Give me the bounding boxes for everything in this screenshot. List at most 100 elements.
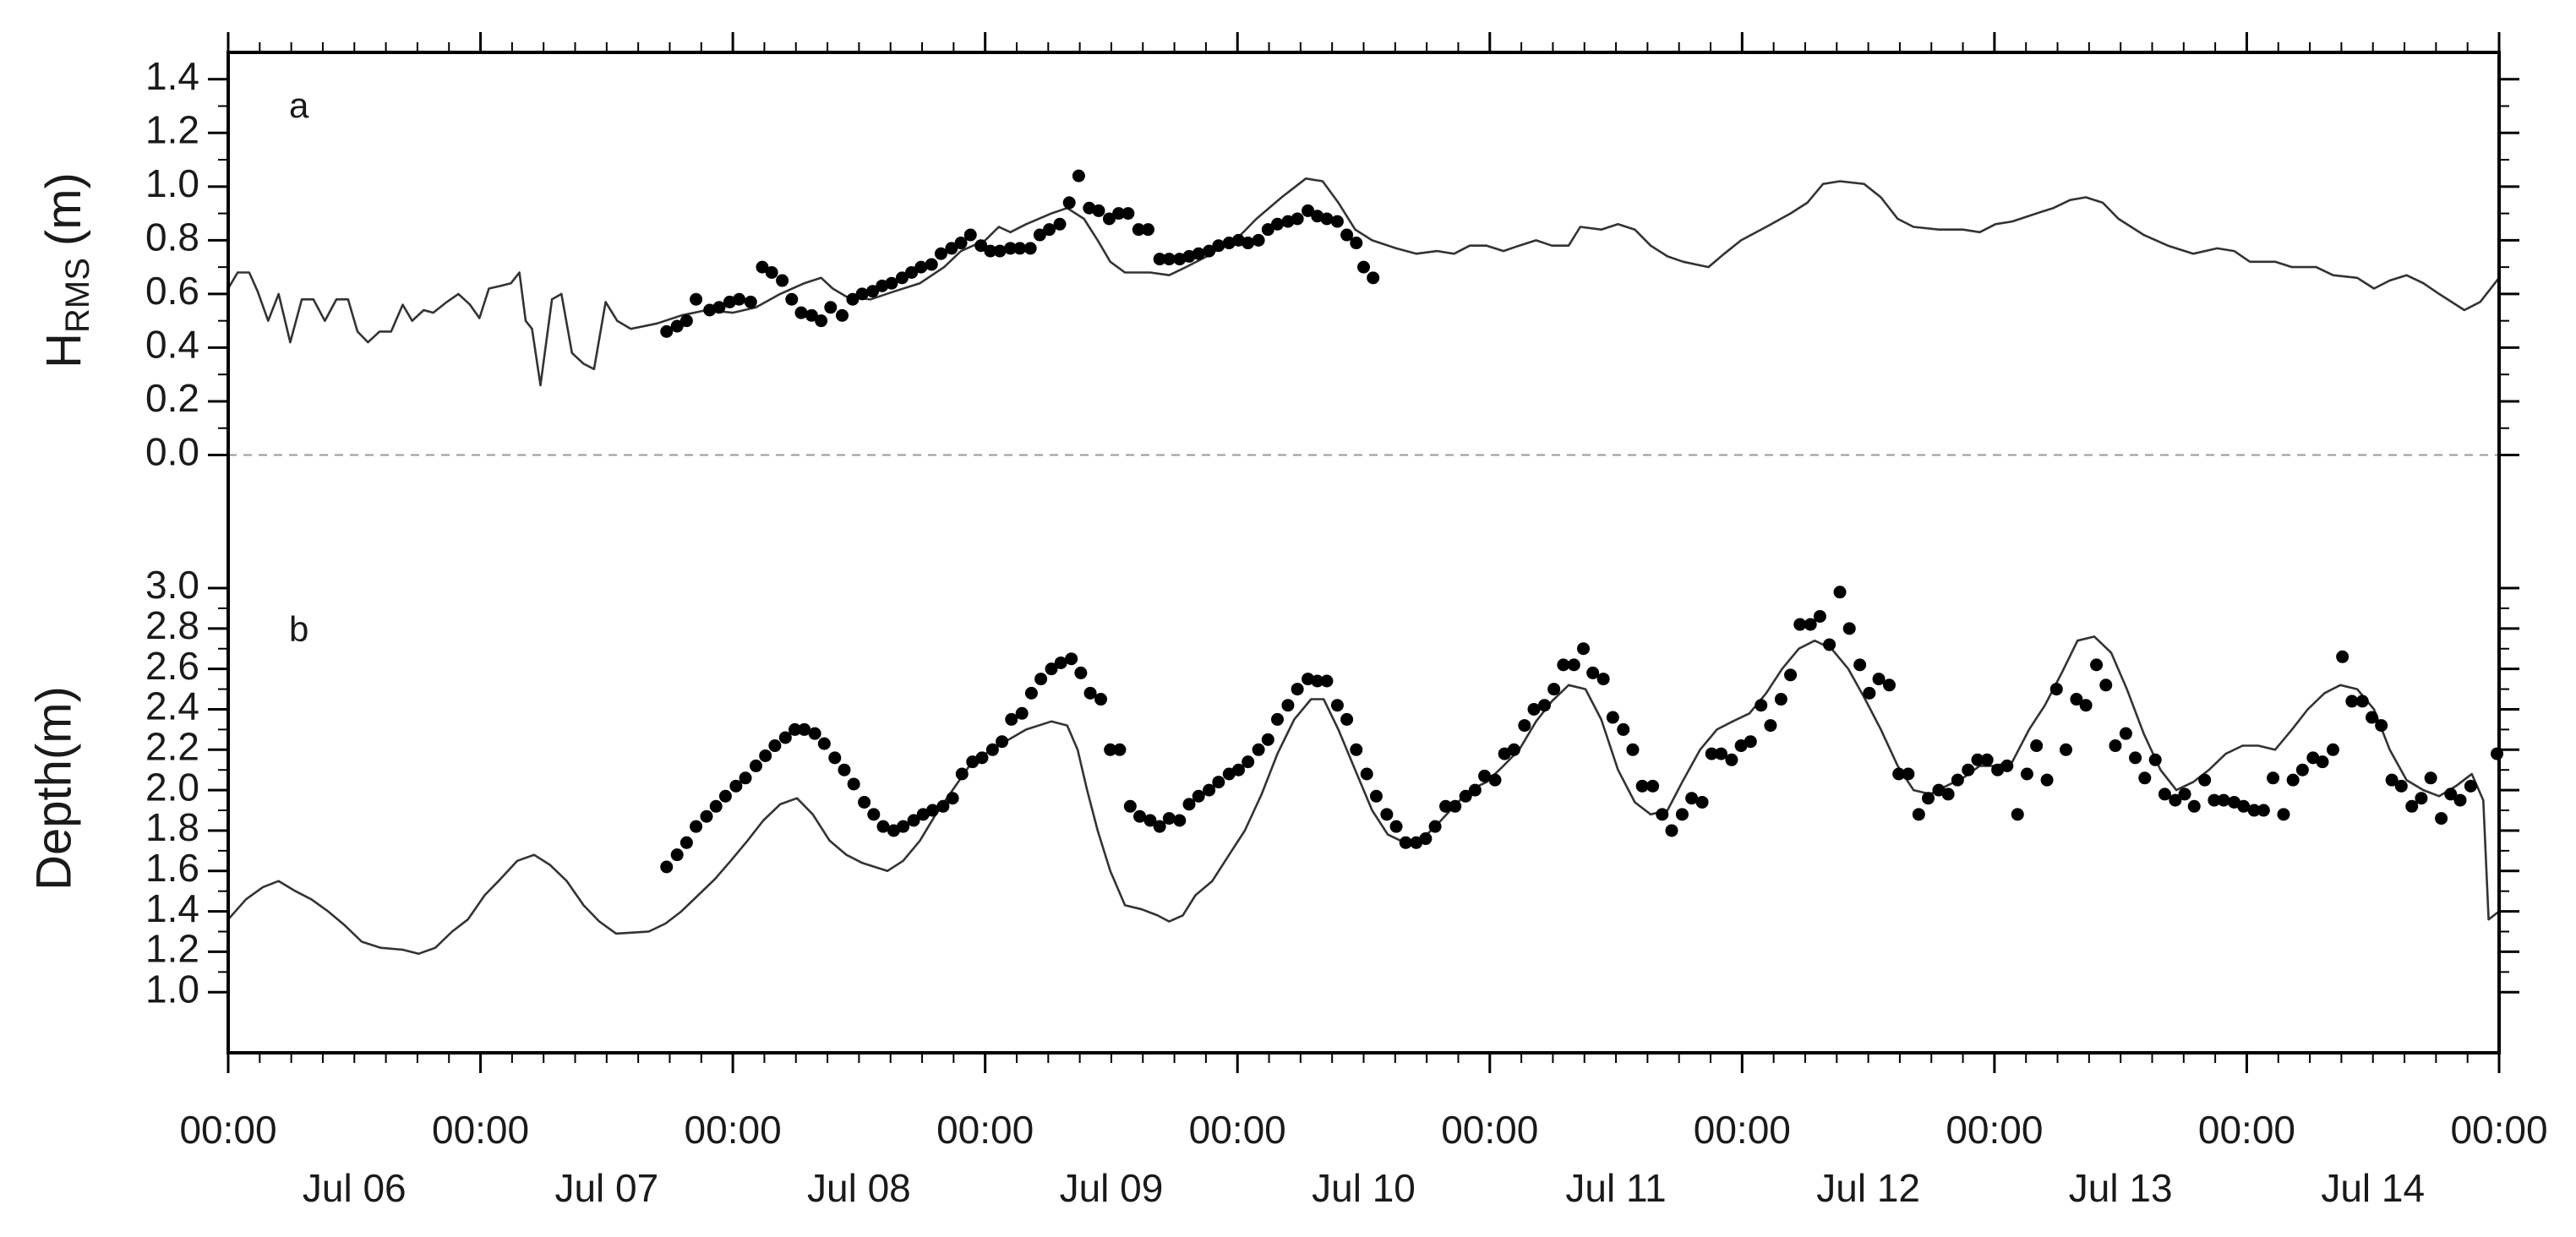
data-point bbox=[1962, 763, 1975, 777]
data-point bbox=[1350, 743, 1363, 756]
data-point bbox=[1102, 212, 1116, 226]
data-point bbox=[985, 743, 999, 756]
data-point bbox=[2049, 683, 2063, 696]
data-point bbox=[1192, 789, 1205, 803]
data-point bbox=[2020, 767, 2033, 781]
data-point bbox=[907, 814, 920, 827]
data-point bbox=[2267, 771, 2280, 785]
data-point bbox=[729, 779, 743, 793]
data-point bbox=[2208, 793, 2221, 807]
y-tick-label: 2.6 bbox=[145, 644, 199, 688]
data-point bbox=[817, 737, 831, 750]
data-point bbox=[866, 285, 880, 298]
data-point bbox=[2000, 759, 2014, 772]
data-point bbox=[936, 799, 950, 813]
data-point bbox=[2295, 763, 2309, 777]
data-point bbox=[1162, 253, 1176, 266]
data-point bbox=[916, 808, 930, 821]
x-date-label: Jul 13 bbox=[2069, 1166, 2173, 1210]
x-tick-label: 00:00 bbox=[1441, 1108, 1538, 1152]
data-point bbox=[934, 247, 947, 260]
data-point bbox=[1714, 747, 1727, 760]
x-date-label: Jul 09 bbox=[1060, 1166, 1164, 1210]
data-point bbox=[1302, 204, 1315, 217]
data-point bbox=[679, 836, 693, 849]
data-point bbox=[925, 258, 938, 271]
data-point bbox=[1104, 743, 1117, 756]
y-tick-label: 0.0 bbox=[145, 430, 199, 474]
data-point bbox=[1804, 618, 1817, 631]
data-point bbox=[1192, 247, 1205, 260]
data-point bbox=[1242, 237, 1255, 250]
data-point bbox=[749, 759, 762, 772]
data-point bbox=[2158, 787, 2171, 801]
y-tick-label: 1.6 bbox=[145, 846, 199, 890]
data-point bbox=[897, 820, 910, 833]
data-point bbox=[744, 295, 757, 308]
data-point bbox=[2316, 755, 2329, 769]
data-point bbox=[2277, 808, 2290, 821]
data-point bbox=[1449, 799, 1462, 813]
data-point bbox=[1586, 666, 1600, 679]
data-point bbox=[1725, 753, 1738, 766]
data-point bbox=[925, 804, 939, 817]
data-point bbox=[2011, 808, 2024, 821]
data-point bbox=[1547, 683, 1561, 696]
data-point bbox=[974, 239, 988, 253]
data-point bbox=[1357, 260, 1370, 274]
data-point bbox=[993, 244, 1007, 258]
x-date-label: Jul 14 bbox=[2321, 1166, 2425, 1210]
data-point bbox=[2228, 795, 2241, 809]
x-date-label: Jul 11 bbox=[1565, 1166, 1666, 1210]
data-point bbox=[2424, 771, 2437, 785]
data-point bbox=[1646, 779, 1660, 793]
data-point bbox=[1074, 666, 1088, 679]
data-point bbox=[858, 795, 871, 809]
data-point bbox=[1606, 711, 1619, 724]
data-point bbox=[2385, 773, 2399, 787]
data-point bbox=[768, 739, 782, 753]
data-point bbox=[1813, 609, 1826, 623]
data-point bbox=[739, 771, 752, 785]
data-point bbox=[828, 751, 842, 765]
data-point bbox=[1153, 253, 1166, 266]
data-point bbox=[1133, 809, 1147, 823]
data-point bbox=[1053, 217, 1067, 231]
data-point bbox=[1270, 217, 1284, 231]
data-point bbox=[1576, 642, 1590, 656]
data-point bbox=[1380, 808, 1394, 821]
x-tick-label: 00:00 bbox=[1946, 1108, 2043, 1152]
data-point bbox=[2178, 787, 2191, 801]
y-tick-label: 1.4 bbox=[145, 886, 199, 930]
data-point bbox=[905, 265, 919, 279]
data-point bbox=[709, 799, 723, 813]
data-point bbox=[1439, 799, 1453, 813]
data-point bbox=[1833, 586, 1847, 599]
x-tick-label: 00:00 bbox=[1189, 1108, 1286, 1152]
data-point bbox=[1141, 223, 1154, 237]
data-point bbox=[867, 808, 881, 821]
data-point bbox=[1557, 658, 1570, 672]
data-point bbox=[1665, 824, 1678, 837]
data-point bbox=[1173, 814, 1187, 827]
data-point bbox=[1971, 753, 1984, 766]
data-point bbox=[954, 237, 968, 250]
data-point bbox=[1428, 820, 1442, 833]
y-axis-label: Depth(m) bbox=[26, 686, 81, 891]
data-point bbox=[1744, 735, 1757, 749]
data-point bbox=[2453, 793, 2467, 807]
data-point bbox=[838, 763, 851, 777]
data-point bbox=[1231, 763, 1245, 777]
data-point bbox=[1980, 753, 1994, 766]
data-point bbox=[2138, 771, 2152, 785]
data-point bbox=[2119, 727, 2132, 740]
data-point bbox=[2099, 678, 2113, 692]
y-tick-label: 2.2 bbox=[145, 724, 199, 768]
data-point bbox=[1488, 773, 1502, 787]
data-point bbox=[946, 792, 959, 805]
data-point bbox=[1182, 798, 1196, 811]
x-date-label: Jul 07 bbox=[554, 1166, 658, 1210]
data-point bbox=[1507, 743, 1520, 756]
data-point bbox=[2129, 751, 2142, 765]
data-point bbox=[2217, 793, 2230, 807]
